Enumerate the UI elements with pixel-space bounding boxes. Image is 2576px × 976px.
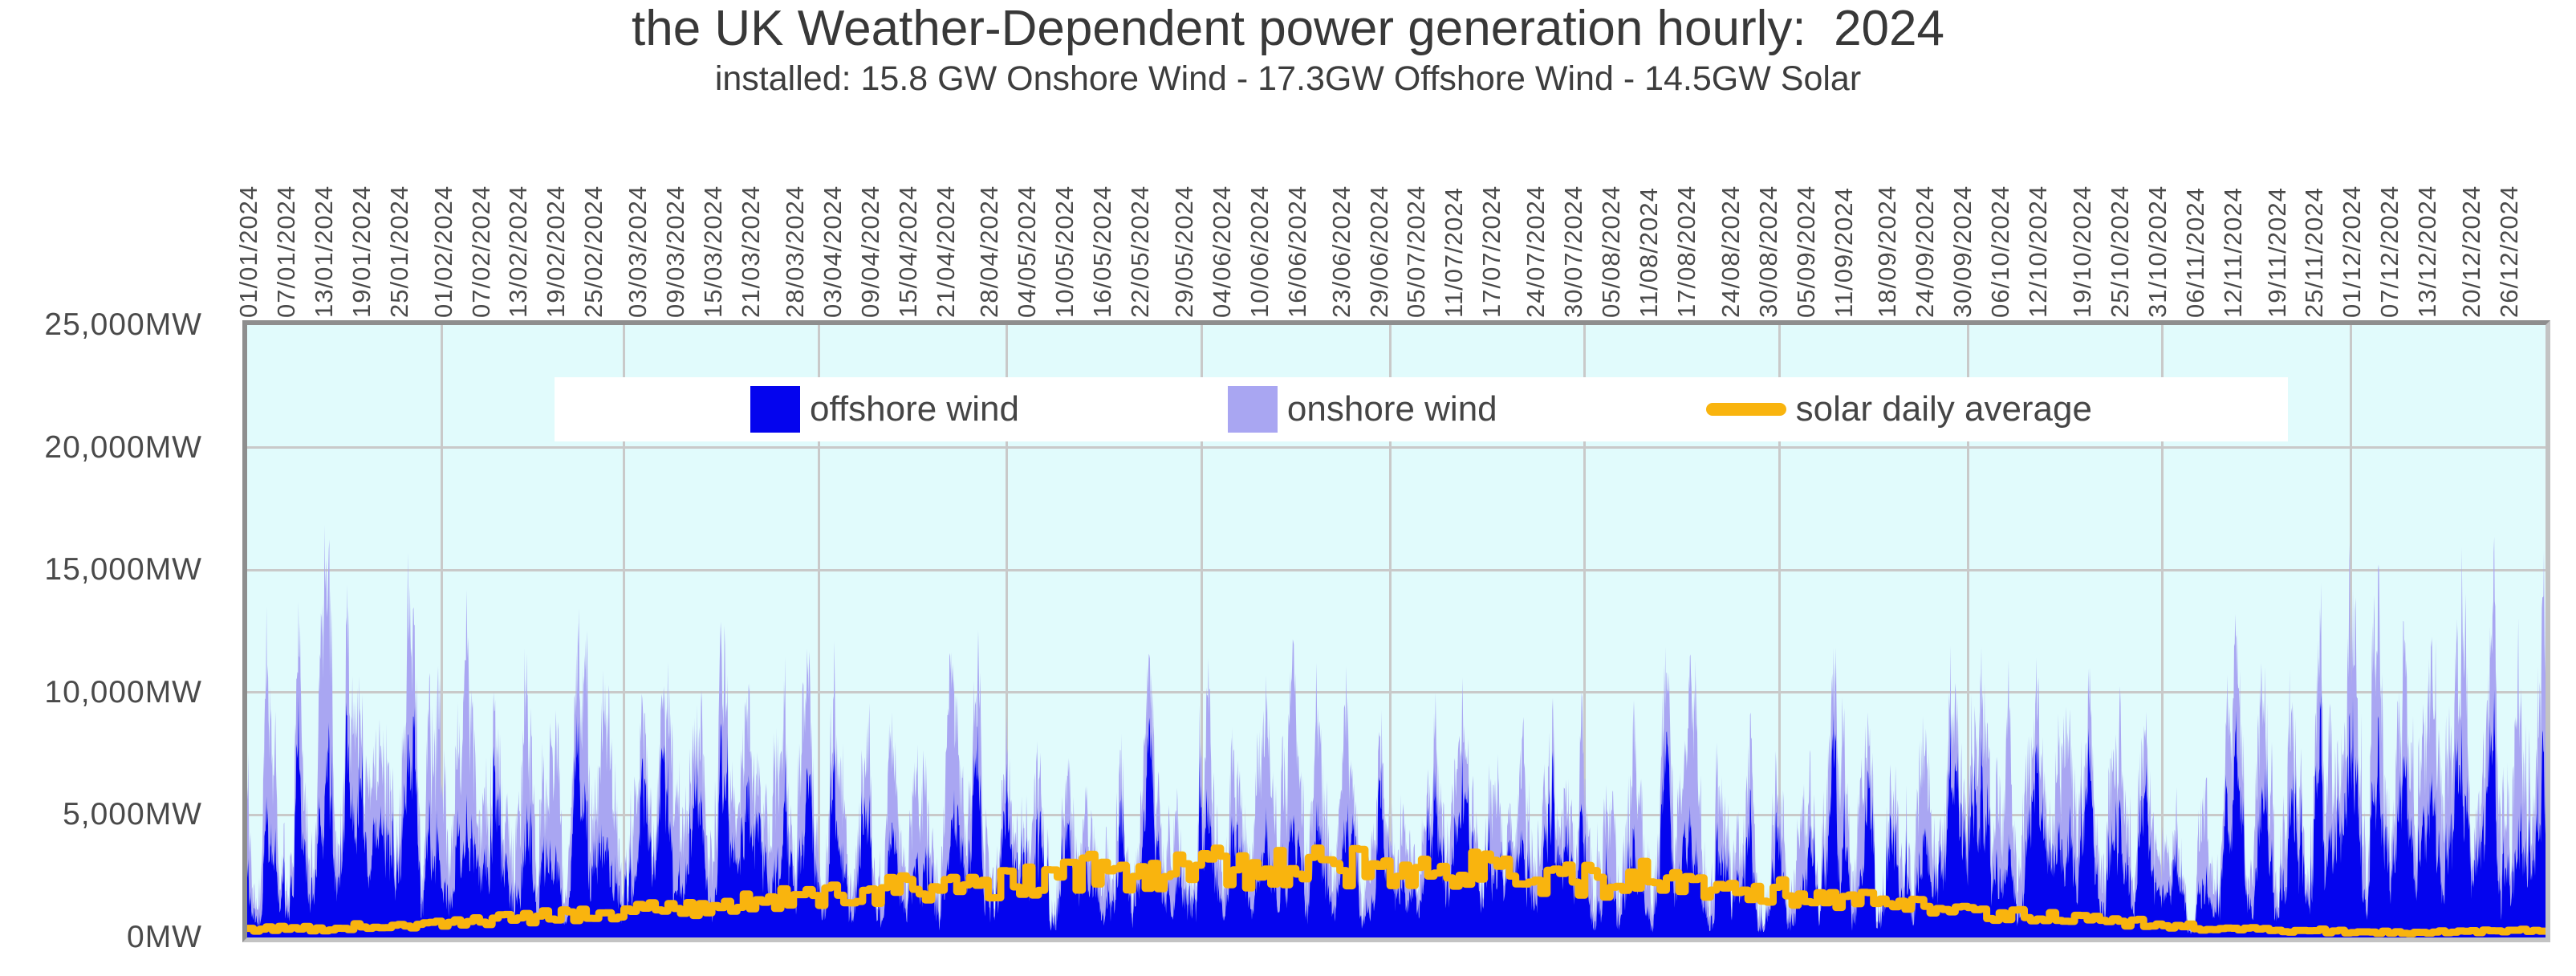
x-tick-label: 29/06/2024	[1364, 185, 1393, 318]
offshore-wind-area	[247, 689, 2546, 937]
y-tick-label: 5,000MW	[63, 797, 202, 832]
x-tick-label: 05/08/2024	[1597, 185, 1626, 318]
x-tick-label: 25/02/2024	[579, 185, 608, 318]
x-tick-label: 07/01/2024	[271, 185, 300, 318]
legend-swatch-onshore-wind	[1227, 386, 1278, 433]
legend-swatch-offshore-wind	[750, 386, 801, 433]
legend-swatch-solar-daily-average	[1705, 403, 1786, 416]
gridline-vertical	[1778, 325, 1781, 937]
x-tick-label: 21/03/2024	[737, 185, 765, 318]
x-tick-label: 26/12/2024	[2495, 185, 2524, 318]
gridline-horizontal	[247, 691, 2546, 694]
legend-label: offshore wind	[810, 389, 1019, 429]
y-tick-label: 10,000MW	[44, 674, 202, 710]
gridline-vertical	[623, 325, 625, 937]
x-tick-label: 06/11/2024	[2180, 187, 2209, 318]
x-tick-label: 16/05/2024	[1088, 185, 1117, 318]
gridline-vertical	[1388, 325, 1392, 937]
x-tick-label: 17/08/2024	[1672, 185, 1700, 318]
x-tick-label: 10/05/2024	[1050, 185, 1079, 318]
x-tick-label: 11/08/2024	[1635, 187, 1663, 318]
gridline-horizontal	[247, 813, 2546, 816]
chart-subtitle: installed: 15.8 GW Onshore Wind - 17.3GW…	[714, 59, 1862, 98]
x-tick-label: 30/08/2024	[1753, 185, 1782, 318]
x-tick-label: 03/03/2024	[624, 185, 652, 318]
x-tick-label: 10/06/2024	[1245, 185, 1274, 318]
legend-item: solar daily average	[1705, 389, 2092, 429]
x-tick-label: 19/11/2024	[2262, 187, 2291, 318]
legend-item: offshore wind	[750, 386, 1019, 433]
x-tick-label: 11/09/2024	[1829, 187, 1858, 318]
gridline-vertical	[441, 325, 444, 937]
x-tick-label: 01/02/2024	[429, 185, 457, 318]
x-tick-label: 19/02/2024	[542, 185, 571, 318]
x-tick-label: 17/07/2024	[1477, 185, 1506, 318]
x-tick-label: 13/12/2024	[2413, 185, 2442, 318]
x-tick-label: 05/07/2024	[1402, 185, 1431, 318]
legend: offshore wind onshore wind solar daily ave…	[555, 377, 2288, 441]
x-tick-label: 09/04/2024	[855, 185, 884, 318]
gridline-vertical	[817, 325, 820, 937]
x-tick-label: 09/03/2024	[661, 185, 690, 318]
x-tick-label: 29/05/2024	[1169, 185, 1198, 318]
x-tick-label: 19/01/2024	[347, 185, 376, 318]
x-tick-label: 07/12/2024	[2375, 185, 2404, 318]
x-tick-label: 16/06/2024	[1282, 185, 1311, 318]
gridline-vertical	[1583, 325, 1587, 937]
x-tick-label: 07/02/2024	[466, 185, 495, 318]
x-tick-label: 05/09/2024	[1791, 185, 1820, 318]
x-tick-label: 04/06/2024	[1207, 185, 1236, 318]
y-tick-label: 0MW	[127, 920, 202, 954]
gridline-horizontal	[247, 446, 2546, 449]
x-tick-label: 30/09/2024	[1948, 185, 1977, 318]
solar-daily-average-line	[247, 844, 2546, 937]
stacked-area-chart	[247, 524, 2546, 937]
y-tick-label: 25,000MW	[44, 307, 202, 342]
gridline-vertical	[1200, 325, 1203, 937]
x-tick-label: 06/10/2024	[1986, 185, 2015, 318]
gridline-vertical	[1006, 325, 1009, 937]
plot-area: offshore wind onshore wind solar daily ave…	[242, 320, 2550, 942]
x-tick-label: 25/01/2024	[384, 185, 413, 318]
gridline-horizontal	[247, 568, 2546, 571]
x-tick-label: 28/04/2024	[975, 185, 1004, 318]
gridline-vertical	[1966, 325, 1969, 937]
x-tick-label: 28/03/2024	[780, 185, 809, 318]
x-tick-label: 31/10/2024	[2143, 185, 2172, 318]
x-tick-label: 24/07/2024	[1522, 185, 1550, 318]
gridline-vertical	[2161, 325, 2164, 937]
x-tick-label: 20/12/2024	[2457, 185, 2486, 318]
x-tick-label: 24/08/2024	[1716, 185, 1745, 318]
x-tick-label: 01/01/2024	[234, 185, 262, 318]
x-tick-label: 04/05/2024	[1013, 185, 1042, 318]
x-tick-label: 19/10/2024	[2067, 185, 2096, 318]
x-tick-label: 15/03/2024	[699, 185, 728, 318]
x-tick-label: 21/04/2024	[931, 185, 960, 318]
x-tick-label: 12/10/2024	[2024, 185, 2053, 318]
x-tick-label: 25/10/2024	[2105, 185, 2134, 318]
x-tick-label: 01/12/2024	[2338, 185, 2367, 318]
x-tick-label: 23/06/2024	[1327, 185, 1355, 318]
legend-label: solar daily average	[1795, 389, 2092, 429]
x-tick-label: 24/09/2024	[1911, 185, 1940, 318]
x-tick-label: 03/04/2024	[818, 185, 847, 318]
x-tick-label: 15/04/2024	[893, 185, 922, 318]
legend-item: onshore wind	[1227, 386, 1497, 433]
chart-title: the UK Weather-Dependent power generatio…	[631, 1, 1944, 56]
x-tick-label: 30/07/2024	[1559, 185, 1588, 318]
x-tick-label: 13/01/2024	[309, 185, 338, 318]
x-tick-label: 22/05/2024	[1126, 185, 1155, 318]
x-tick-label: 12/11/2024	[2218, 187, 2247, 318]
x-tick-label: 18/09/2024	[1873, 185, 1902, 318]
x-tick-label: 11/07/2024	[1440, 187, 1469, 318]
y-tick-label: 15,000MW	[44, 552, 202, 588]
legend-label: onshore wind	[1286, 389, 1497, 429]
x-tick-label: 13/02/2024	[504, 185, 533, 318]
x-tick-label: 25/11/2024	[2300, 187, 2329, 318]
y-tick-label: 20,000MW	[44, 429, 202, 465]
